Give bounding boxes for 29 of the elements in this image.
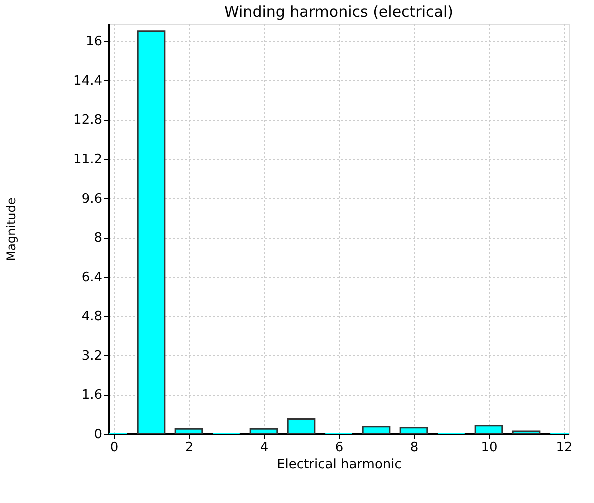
chart-title: Winding harmonics (electrical) (224, 3, 454, 21)
bar (287, 418, 316, 434)
x-tick-label: 12 (556, 440, 573, 456)
y-tick-label: 0 (94, 428, 102, 442)
y-tick-label: 4.8 (82, 310, 102, 325)
y-tick-label: 6.4 (82, 270, 102, 286)
x-tick-label: 0 (110, 440, 119, 456)
x-tick-label: 8 (410, 440, 419, 456)
bar (362, 426, 391, 434)
bar (250, 428, 278, 434)
y-tick-label: 14.4 (74, 74, 102, 89)
x-tick-label: 4 (260, 440, 269, 456)
y-tick-label: 1.6 (82, 388, 102, 404)
bar (474, 425, 504, 434)
y-tick-label: 3.2 (82, 348, 102, 364)
x-axis-title: Electrical harmonic (277, 458, 402, 472)
bar (174, 428, 204, 434)
y-tick-label: 9.6 (82, 192, 102, 207)
x-tick-label: 10 (481, 440, 498, 456)
y-tick-label: 8 (94, 231, 102, 246)
x-tick-label: 6 (335, 440, 344, 456)
y-axis-title: Magnitude (4, 198, 19, 262)
x-tick-label: 2 (185, 440, 194, 456)
y-tick-label: 12.8 (74, 113, 102, 128)
bar (512, 430, 541, 434)
y-tick-label: 16 (86, 34, 102, 50)
bar (400, 427, 428, 434)
y-tick-label: 11.2 (74, 152, 102, 168)
bar (137, 30, 166, 434)
